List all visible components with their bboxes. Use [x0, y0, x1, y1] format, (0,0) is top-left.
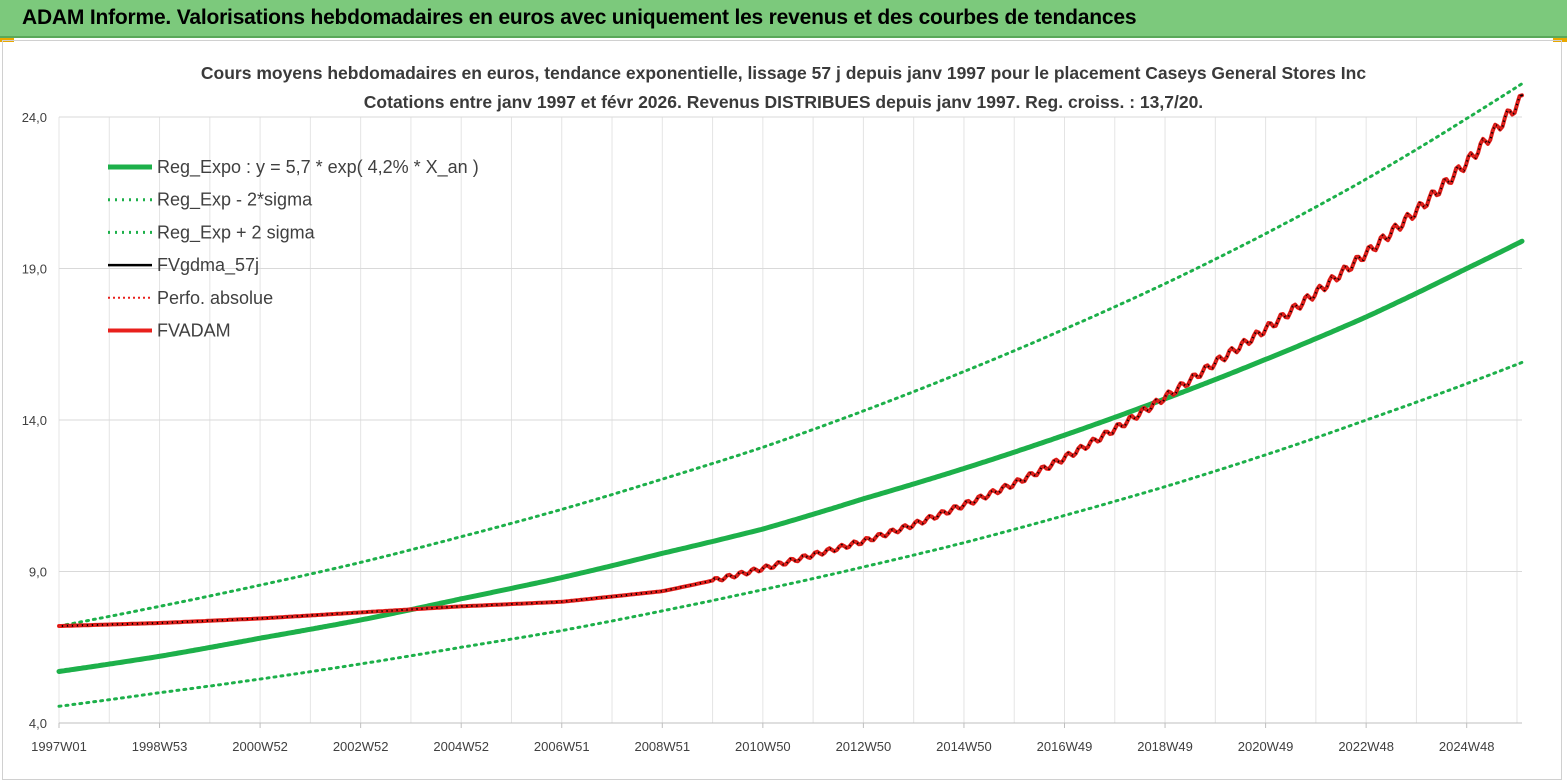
legend-label: FVADAM	[157, 321, 231, 341]
x-tick-label: 2006W51	[534, 739, 590, 754]
y-tick-label: 24,0	[22, 110, 47, 125]
x-tick-label: 2014W50	[936, 739, 992, 754]
chart-title-line-2: Cotations entre janv 1997 et févr 2026. …	[363, 92, 1204, 112]
legend-label: Reg_Exp + 2 sigma	[157, 222, 316, 243]
legend-label: FVgdma_57j	[157, 255, 259, 276]
x-tick-label: 1997W01	[31, 739, 87, 754]
legend: Reg_Expo : y = 5,7 * exp( 4,2% * X_an ) R…	[108, 157, 479, 341]
x-tick-label: 2010W50	[735, 739, 791, 754]
series-line-reg-exp-2-sigma	[57, 360, 1524, 708]
legend-label: Reg_Exp - 2*sigma	[157, 190, 313, 211]
y-tick-label: 14,0	[22, 413, 47, 428]
x-tick-label: 2018W49	[1137, 739, 1193, 754]
x-tick-label: 2022W48	[1338, 739, 1394, 754]
x-tick-label: 2012W50	[836, 739, 892, 754]
x-tick-label: 2004W52	[433, 739, 489, 754]
report-banner: ADAM Informe. Valorisations hebdomadaire…	[0, 0, 1567, 38]
series-line-reg-exp-2-sigma	[57, 82, 1524, 628]
series-lines	[56, 82, 1525, 708]
report-title: ADAM Informe. Valorisations hebdomadaire…	[22, 6, 1137, 29]
series-line-reg-expo-y-5-7-exp-4-2-x-an	[56, 238, 1525, 674]
y-tick-label: 19,0	[22, 262, 47, 277]
y-tick-label: 9,0	[29, 565, 47, 580]
x-tick-label: 2016W49	[1037, 739, 1093, 754]
x-tick-label: 2000W52	[232, 739, 288, 754]
x-tick-label: 2020W49	[1238, 739, 1294, 754]
x-tick-label: 2002W52	[333, 739, 389, 754]
chart-title-line-1: Cours moyens hebdomadaires en euros, ten…	[200, 63, 1367, 83]
chart-frame	[2, 40, 1562, 780]
series-line-perfo-absolue	[58, 94, 1523, 627]
y-tick-label: 4,0	[29, 716, 47, 731]
x-tick-label: 2024W48	[1439, 739, 1495, 754]
axes: 4,0 9,0 14,0 19,0 24,0 1997W01 1998W53 2000W52 2…	[22, 110, 1522, 754]
x-tick-label: 2008W51	[634, 739, 690, 754]
x-tick-label: 1998W53	[132, 739, 188, 754]
legend-label: Reg_Expo : y = 5,7 * exp( 4,2% * X_an )	[157, 157, 479, 178]
legend-label: Perfo. absolue	[157, 288, 273, 308]
